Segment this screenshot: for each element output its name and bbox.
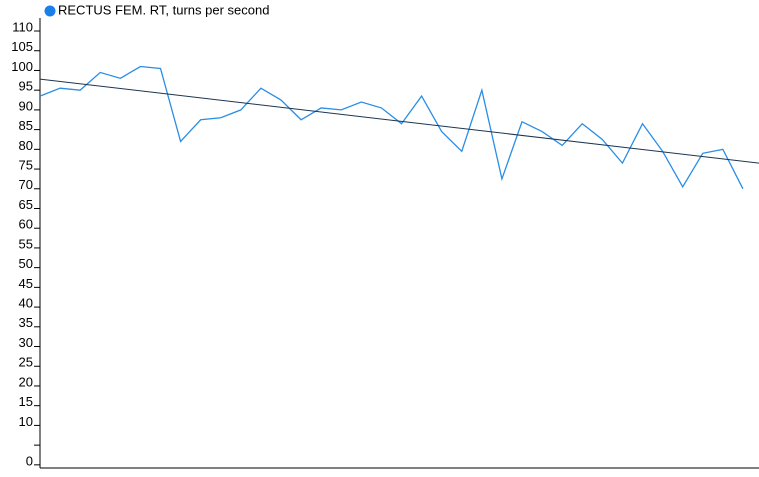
y-tick-label: 100 (11, 59, 33, 74)
y-tick-label: 0 (26, 453, 33, 468)
y-tick-label: 10 (19, 414, 33, 429)
y-tick-label: 95 (19, 79, 33, 94)
y-tick-label: 15 (19, 394, 33, 409)
y-tick-label: 80 (19, 138, 33, 153)
y-tick-label: 55 (19, 236, 33, 251)
legend-label: RECTUS FEM. RT, turns per second (58, 2, 269, 17)
y-tick-label: 105 (11, 39, 33, 54)
y-tick-label: 20 (19, 374, 33, 389)
y-tick-label: 25 (19, 355, 33, 370)
y-tick-label: 50 (19, 256, 33, 271)
y-tick-label: 30 (19, 335, 33, 350)
y-tick-label: 75 (19, 157, 33, 172)
y-tick-label: 60 (19, 217, 33, 232)
y-tick-label: 90 (19, 98, 33, 113)
y-tick-label: 85 (19, 118, 33, 133)
y-tick-label: 110 (12, 19, 33, 34)
y-tick-label: 45 (19, 276, 33, 291)
trend-line (39, 78, 759, 164)
legend-marker (44, 5, 56, 17)
y-tick-label: 40 (19, 296, 33, 311)
y-tick-label: 70 (19, 177, 33, 192)
y-tick-label: 35 (19, 315, 33, 330)
data-line (39, 65, 744, 190)
y-tick-label: 65 (19, 197, 33, 212)
